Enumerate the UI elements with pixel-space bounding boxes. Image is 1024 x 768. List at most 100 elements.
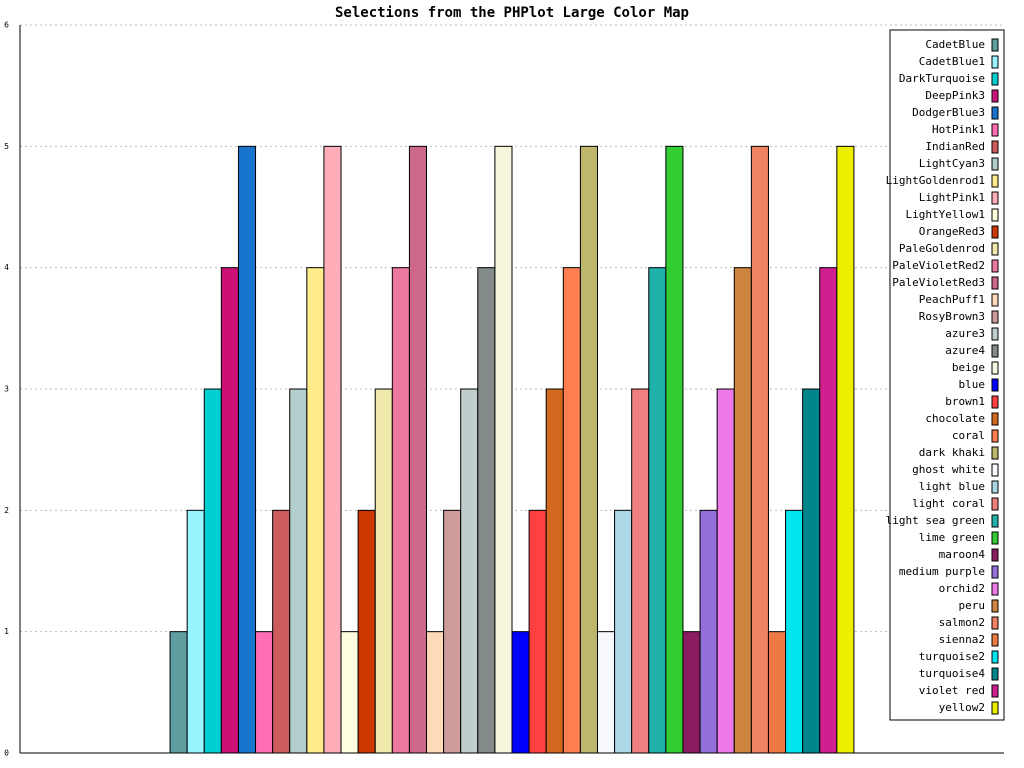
legend-label: IndianRed <box>925 140 985 153</box>
legend-label: HotPink1 <box>932 123 985 136</box>
y-tick-label: 2 <box>4 506 9 515</box>
legend-label: turquoise2 <box>919 650 985 663</box>
legend-swatch <box>991 208 999 222</box>
bar <box>682 631 701 754</box>
legend-label: DarkTurquoise <box>899 72 985 85</box>
bar <box>374 388 393 754</box>
bar <box>426 631 445 754</box>
bar <box>220 267 239 754</box>
bar <box>596 631 616 754</box>
bar <box>203 388 222 754</box>
y-tick-label: 1 <box>4 627 9 636</box>
legend-label: RosyBrown3 <box>919 310 985 323</box>
bar <box>528 509 547 754</box>
legend-swatch <box>991 582 999 596</box>
legend-swatch <box>991 429 999 443</box>
bar <box>340 631 359 754</box>
legend-label: peru <box>959 599 986 612</box>
legend-label: light sea green <box>886 514 985 527</box>
bar <box>562 267 581 754</box>
y-tick-label: 5 <box>4 142 9 151</box>
legend-label: sienna2 <box>939 633 985 646</box>
bar <box>802 388 821 754</box>
bar <box>255 631 274 754</box>
bar <box>477 267 496 754</box>
legend-label: light blue <box>919 480 985 493</box>
legend-label: light coral <box>912 497 985 510</box>
legend-label: blue <box>959 378 986 391</box>
legend-swatch <box>991 140 999 154</box>
bar <box>494 145 513 754</box>
bar <box>699 509 718 754</box>
legend-swatch <box>991 463 999 477</box>
legend-swatch <box>991 395 999 409</box>
legend-swatch <box>991 565 999 579</box>
legend-swatch <box>991 701 999 715</box>
legend-label: azure4 <box>945 344 985 357</box>
legend-swatch <box>991 259 999 273</box>
bar <box>648 267 667 754</box>
legend-label: turquoise4 <box>919 667 986 680</box>
legend-label: yellow2 <box>939 701 985 714</box>
legend-label: maroon4 <box>939 548 986 561</box>
bar <box>323 145 342 754</box>
legend-swatch <box>991 72 999 86</box>
bar <box>237 145 257 754</box>
legend-label: ghost white <box>912 463 985 476</box>
y-tick-label: 0 <box>4 749 9 758</box>
bar <box>169 631 188 754</box>
bar <box>750 145 769 754</box>
bar <box>819 267 838 754</box>
legend-label: beige <box>952 361 985 374</box>
legend-label: azure3 <box>945 327 985 340</box>
legend-label: PaleVioletRed3 <box>892 276 985 289</box>
legend-swatch <box>991 174 999 188</box>
legend-label: PaleGoldenrod <box>899 242 985 255</box>
legend-swatch <box>991 633 999 647</box>
bar <box>733 267 752 754</box>
bar <box>665 145 684 754</box>
legend-label: DodgerBlue3 <box>912 106 985 119</box>
bar <box>579 145 598 754</box>
legend-swatch <box>991 123 999 137</box>
legend-swatch <box>991 446 999 460</box>
bar <box>272 509 291 754</box>
bar <box>391 267 410 754</box>
legend-swatch <box>991 616 999 630</box>
y-tick-label: 4 <box>4 263 9 272</box>
legend-label: coral <box>952 429 985 442</box>
bar <box>289 388 308 754</box>
legend-label: OrangeRed3 <box>919 225 985 238</box>
legend-swatch <box>991 480 999 494</box>
legend-swatch <box>991 225 999 239</box>
legend-swatch <box>991 38 999 52</box>
legend-label: LightGoldenrod1 <box>886 174 985 187</box>
legend-swatch <box>991 327 999 341</box>
legend-swatch <box>991 412 999 426</box>
bar <box>716 388 735 754</box>
legend-swatch <box>991 276 999 290</box>
legend-label: PaleVioletRed2 <box>892 259 985 272</box>
legend-swatch <box>991 106 999 120</box>
legend-label: CadetBlue1 <box>919 55 985 68</box>
legend-label: violet red <box>919 684 985 697</box>
y-tick-label: 3 <box>4 385 9 394</box>
legend-swatch <box>991 531 999 545</box>
legend-label: orchid2 <box>939 582 985 595</box>
legend-swatch <box>991 378 999 392</box>
legend-label: LightPink1 <box>919 191 985 204</box>
legend-label: dark khaki <box>919 446 985 459</box>
bar <box>836 145 855 754</box>
legend-box <box>889 29 1005 721</box>
legend-swatch <box>991 191 999 205</box>
legend-swatch <box>991 548 999 562</box>
legend-swatch <box>991 293 999 307</box>
legend-swatch <box>991 89 999 103</box>
bar <box>545 388 564 754</box>
legend-swatch <box>991 650 999 664</box>
legend-label: PeachPuff1 <box>919 293 985 306</box>
legend-swatch <box>991 344 999 358</box>
legend-label: lime green <box>919 531 985 544</box>
legend-swatch <box>991 599 999 613</box>
